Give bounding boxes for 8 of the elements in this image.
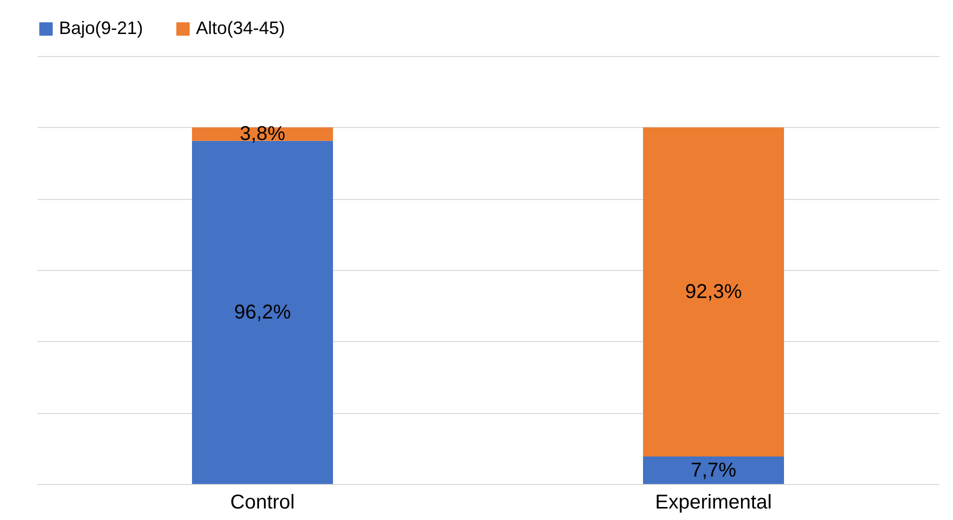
legend-label: Bajo(9-21) (59, 18, 144, 38)
legend-label: Alto(34-45) (196, 18, 286, 38)
data-label: 96,2% (234, 301, 292, 324)
data-label: 3,8% (240, 123, 286, 146)
x-tick-label: Control (230, 492, 295, 514)
data-label: 7,7% (690, 459, 737, 482)
data-label: 92,3% (685, 280, 742, 303)
x-tick-label: Experimental (655, 492, 772, 514)
